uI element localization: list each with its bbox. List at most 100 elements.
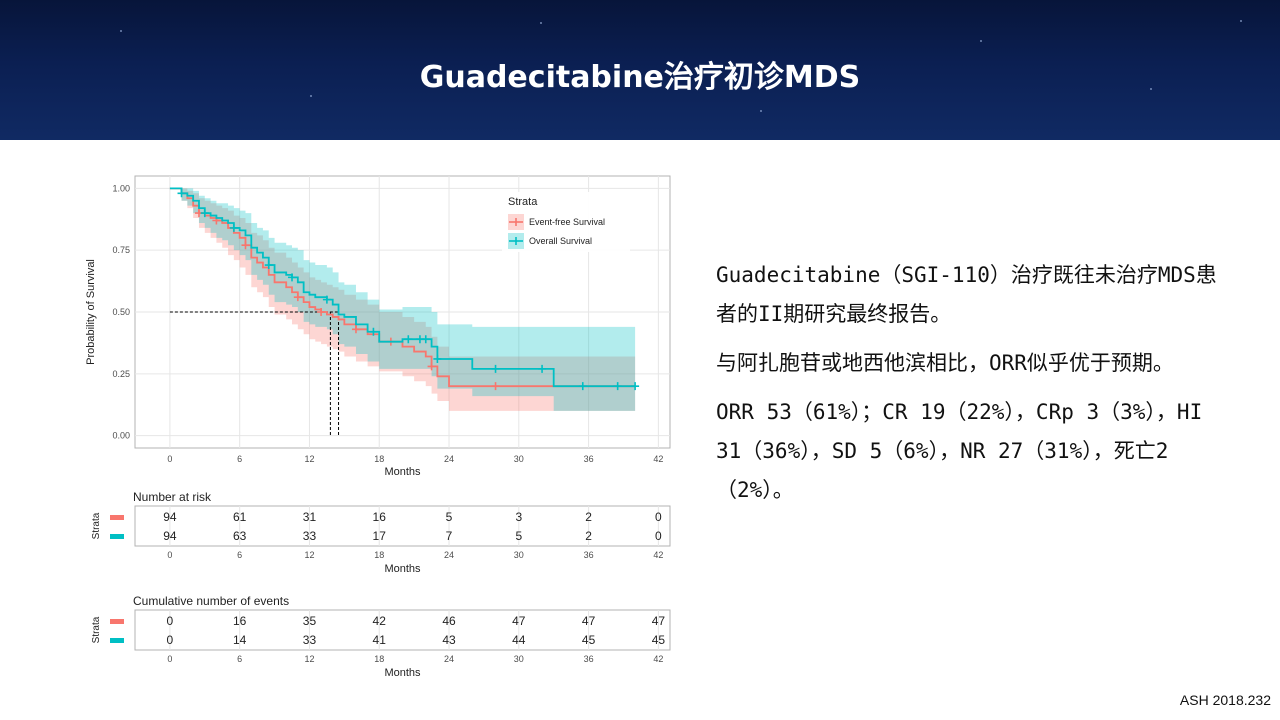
risk-table-cell: 17: [373, 529, 387, 543]
risk-table-cell: 3: [515, 510, 522, 524]
risk-table-strata-key: [110, 534, 124, 539]
events-table-cell: 0: [167, 633, 174, 647]
risk-table-x-tick: 36: [584, 550, 594, 560]
x-axis-label: Months: [384, 466, 421, 478]
os-survival-line: [169, 187, 636, 388]
star-decor: [540, 22, 542, 24]
events-table-title: Cumulative number of events: [133, 594, 289, 608]
events-table-x-tick: 18: [374, 654, 384, 664]
legend-box: [502, 192, 630, 252]
os-censor-mark: [229, 223, 238, 232]
os-censor-mark: [200, 209, 209, 218]
legend-label: Event-free Survival: [529, 217, 605, 227]
x-tick-label: 42: [653, 454, 663, 464]
os-censor-mark: [288, 273, 297, 282]
events-table-cell: 46: [442, 614, 456, 628]
events-table-x-tick: 30: [514, 654, 524, 664]
events-table-strata-label: Strata: [91, 616, 102, 643]
efs-censor-mark: [491, 382, 500, 391]
star-decor: [1240, 20, 1242, 22]
legend-label: Overall Survival: [529, 236, 592, 246]
risk-table-cell: 61: [233, 510, 247, 524]
os-censor-mark: [177, 189, 186, 198]
efs-censor-mark: [351, 325, 360, 334]
star-decor: [120, 30, 122, 32]
risk-table-strata-label: Strata: [91, 512, 102, 539]
efs-confidence-band: [169, 188, 636, 411]
risk-table-x-tick: 6: [237, 550, 242, 560]
risk-table-cell: 2: [585, 529, 592, 543]
os-censor-mark: [578, 382, 587, 391]
os-censor-mark: [264, 261, 273, 270]
events-table-cell: 44: [512, 633, 526, 647]
risk-table-title: Number at risk: [133, 490, 212, 504]
risk-table-x-tick: 12: [304, 550, 314, 560]
events-table-cell: 35: [303, 614, 317, 628]
os-censor-mark: [369, 327, 378, 336]
title-banner: Guadecitabine治疗初诊MDS: [0, 0, 1280, 140]
events-table-cell: 47: [512, 614, 526, 628]
events-table-cell: 41: [373, 633, 387, 647]
events-table-strata-key: [110, 638, 124, 643]
source-citation: ASH 2018.232: [1179, 692, 1271, 708]
risk-table-cell: 33: [303, 529, 317, 543]
efs-censor-mark: [427, 362, 436, 371]
events-table-cell: 45: [652, 633, 666, 647]
events-table-x-tick: 12: [304, 654, 314, 664]
risk-table-x-tick: 42: [653, 550, 663, 560]
risk-table-x-tick: 0: [167, 550, 172, 560]
risk-table-cell: 0: [655, 510, 662, 524]
os-censor-mark: [433, 354, 442, 363]
efs-censor-mark: [317, 308, 326, 316]
risk-table-cell: 5: [446, 510, 453, 524]
events-table-cell: 42: [373, 614, 387, 628]
legend-title: Strata: [508, 196, 538, 208]
x-tick-label: 12: [304, 454, 314, 464]
x-tick-label: 36: [584, 454, 594, 464]
events-table-cell: 16: [233, 614, 247, 628]
os-confidence-band: [169, 188, 636, 411]
events-table-x-tick: 42: [653, 654, 663, 664]
os-censor-mark: [491, 364, 500, 373]
y-tick-label: 0.75: [112, 245, 130, 255]
km-figure: 0 6 12 18 24 30 36 420.000.250.500.751.00Months…: [85, 175, 671, 679]
events-table-cell: 43: [442, 633, 456, 647]
efs-censor-mark: [241, 241, 250, 250]
events-table-panel: [134, 609, 671, 651]
y-tick-label: 1.00: [112, 183, 130, 193]
y-tick-label: 0.25: [112, 369, 130, 379]
risk-table-cell: 2: [585, 510, 592, 524]
risk-table-x-tick: 24: [444, 550, 454, 560]
efs-censor-mark: [293, 293, 302, 302]
events-table-cell: 14: [233, 633, 247, 647]
events-table-cell: 45: [582, 633, 596, 647]
events-table-cell: 47: [652, 614, 666, 628]
star-decor: [1150, 88, 1152, 90]
summary-paragraph: 与阿扎胞苷或地西他滨相比，ORR似乎优于预期。: [716, 351, 1174, 375]
risk-table-cell: 94: [163, 529, 177, 543]
summary-paragraph: Guadecitabine（SGI-110）治疗既往未治疗MDS患者的II期研究…: [716, 263, 1217, 326]
os-censor-mark: [631, 382, 640, 391]
events-table-cell: 0: [167, 614, 174, 628]
events-table-x-label: Months: [384, 667, 421, 679]
star-decor: [760, 110, 762, 112]
star-decor: [310, 95, 312, 97]
events-table-x-tick: 0: [167, 654, 172, 664]
os-censor-mark: [404, 335, 413, 344]
star-decor: [980, 40, 982, 42]
os-censor-mark: [538, 364, 547, 373]
events-table-x-tick: 6: [237, 654, 242, 664]
risk-table-cell: 16: [373, 510, 387, 524]
risk-table-x-tick: 30: [514, 550, 524, 560]
summary-paragraph: ORR 53（61%）；CR 19（22%），CRp 3（3%），HI 31（3…: [716, 400, 1203, 502]
x-tick-label: 30: [514, 454, 524, 464]
os-censor-mark: [613, 382, 622, 391]
slide-title: Guadecitabine治疗初诊MDS: [419, 60, 861, 95]
x-tick-label: 0: [167, 454, 172, 464]
risk-table-cell: 0: [655, 529, 662, 543]
events-table-x-tick: 24: [444, 654, 454, 664]
risk-table-cell: 7: [446, 529, 453, 543]
risk-table-cell: 94: [163, 510, 177, 524]
risk-table-cell: 5: [515, 529, 522, 543]
risk-table-panel: [134, 505, 671, 547]
